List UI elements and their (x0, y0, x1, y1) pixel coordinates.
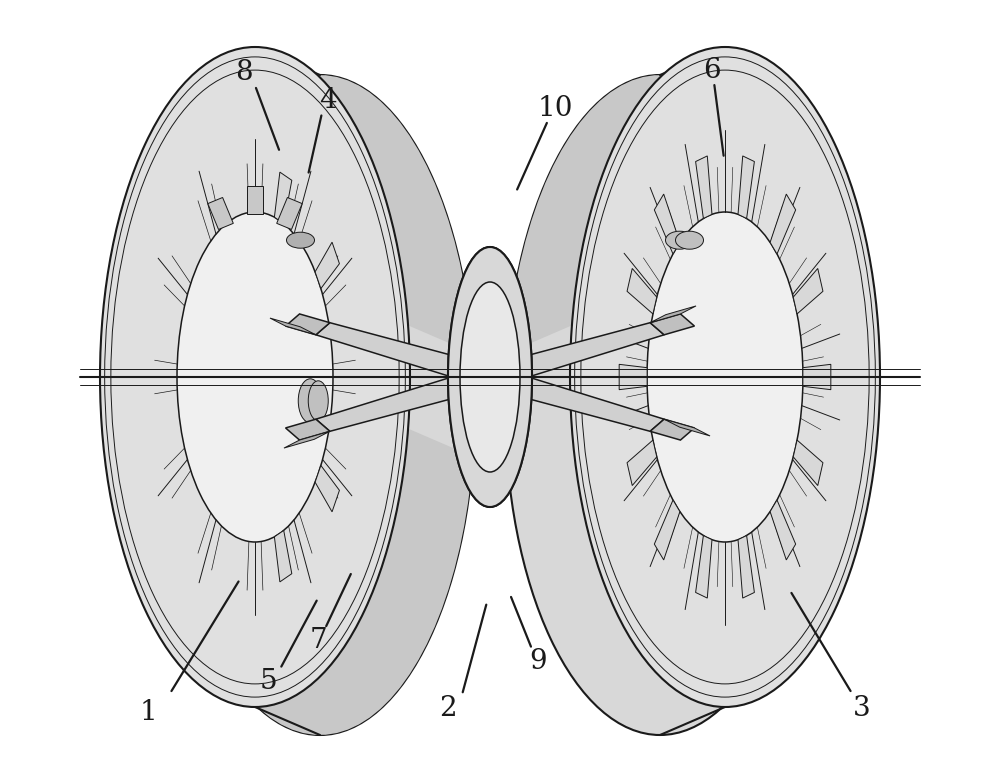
Polygon shape (102, 47, 473, 354)
Polygon shape (315, 242, 339, 289)
Polygon shape (286, 314, 330, 335)
Ellipse shape (177, 212, 333, 542)
Polygon shape (696, 536, 712, 598)
Ellipse shape (165, 75, 475, 735)
Text: 9: 9 (529, 648, 547, 675)
Polygon shape (177, 212, 398, 405)
Text: 1: 1 (139, 699, 157, 726)
Polygon shape (286, 419, 330, 440)
Polygon shape (654, 194, 680, 254)
Polygon shape (476, 263, 504, 280)
Ellipse shape (298, 379, 322, 423)
Polygon shape (471, 396, 509, 473)
Polygon shape (738, 536, 754, 598)
Polygon shape (270, 318, 316, 335)
Polygon shape (277, 197, 302, 229)
Ellipse shape (505, 75, 815, 735)
Text: 3: 3 (853, 695, 871, 722)
Polygon shape (284, 431, 330, 448)
Ellipse shape (570, 47, 880, 707)
Polygon shape (208, 197, 233, 229)
Ellipse shape (448, 247, 532, 507)
Text: 2: 2 (439, 695, 457, 722)
Ellipse shape (448, 247, 532, 507)
Polygon shape (664, 419, 710, 436)
Text: 10: 10 (537, 94, 573, 122)
Polygon shape (513, 322, 664, 376)
Polygon shape (476, 473, 504, 491)
Ellipse shape (666, 231, 694, 249)
Ellipse shape (308, 381, 328, 421)
Ellipse shape (242, 240, 398, 570)
Polygon shape (650, 314, 694, 335)
Polygon shape (793, 268, 823, 314)
Polygon shape (102, 428, 473, 735)
Polygon shape (650, 419, 694, 440)
Polygon shape (627, 440, 657, 485)
Polygon shape (803, 364, 831, 389)
Polygon shape (513, 378, 664, 431)
Polygon shape (247, 186, 263, 214)
Text: 7: 7 (309, 626, 327, 654)
Polygon shape (793, 440, 823, 485)
Polygon shape (619, 364, 647, 389)
Polygon shape (738, 156, 754, 219)
Polygon shape (274, 172, 292, 223)
Polygon shape (315, 466, 339, 512)
Polygon shape (770, 194, 796, 254)
Polygon shape (696, 156, 712, 219)
Polygon shape (507, 47, 878, 354)
Text: 5: 5 (259, 668, 277, 696)
Ellipse shape (582, 240, 738, 570)
Polygon shape (627, 268, 657, 314)
Polygon shape (316, 378, 467, 431)
Polygon shape (316, 322, 467, 376)
Polygon shape (770, 500, 796, 560)
Ellipse shape (100, 47, 410, 707)
Text: 4: 4 (319, 87, 337, 114)
Ellipse shape (647, 212, 803, 542)
Polygon shape (274, 530, 292, 582)
Ellipse shape (287, 232, 315, 248)
Polygon shape (471, 280, 509, 358)
Polygon shape (650, 306, 696, 322)
Text: 6: 6 (703, 56, 721, 84)
Ellipse shape (460, 282, 520, 472)
Text: 8: 8 (235, 59, 253, 86)
Polygon shape (654, 500, 680, 560)
Ellipse shape (676, 231, 704, 249)
Ellipse shape (460, 282, 520, 472)
